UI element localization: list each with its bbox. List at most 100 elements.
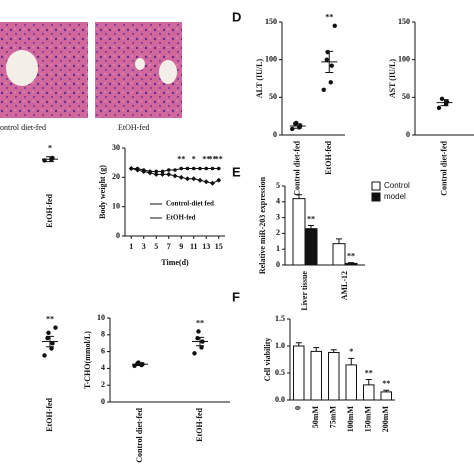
y-tick-label: 4 [101, 363, 105, 372]
data-point [42, 353, 47, 358]
marker [160, 171, 165, 177]
image-label: ontrol diet-fed [0, 123, 46, 132]
y-tick-label: 100 [265, 54, 277, 63]
error-bar [296, 194, 302, 199]
x-tick-label: 100mM [346, 406, 355, 433]
legend-label: Control [384, 181, 410, 190]
x-tick-label: 0 [294, 406, 303, 410]
bar [328, 351, 340, 401]
y-tick-label: 0.5 [275, 368, 285, 377]
y-tick-label: 50 [402, 92, 410, 101]
data-point [49, 346, 54, 351]
y-axis-label: Relative miR-203 expression [258, 176, 267, 274]
panel-label: D [232, 9, 241, 24]
significance: ** [325, 13, 333, 22]
significance: ** [177, 154, 185, 163]
y-axis-label: Body weight (g) [98, 165, 107, 219]
x-tick-label: EtOH-fed [324, 140, 333, 174]
marker [216, 177, 222, 183]
bar [363, 384, 375, 401]
data-point [329, 63, 334, 68]
x-tick-label: 5 [154, 242, 158, 251]
y-tick-label: 100 [398, 54, 410, 63]
y-axis-label: ALT (IU/L) [255, 58, 264, 98]
marker [173, 168, 177, 172]
y-tick-label: 0 [276, 260, 280, 269]
x-tick-label: EtOH-fed [45, 193, 54, 227]
significance: ** [46, 314, 54, 323]
x-tick-label: EtOH-fed [195, 407, 204, 441]
significance: ** [382, 379, 390, 388]
error-bar [383, 389, 390, 392]
marker [135, 167, 140, 173]
marker [197, 177, 203, 183]
data-point [332, 23, 337, 28]
legend-swatch [371, 181, 381, 191]
significance: ** [209, 154, 217, 163]
data-point [321, 87, 326, 93]
error-bar [313, 347, 320, 352]
significance: * [192, 154, 196, 163]
data-point [444, 99, 450, 105]
y-tick-label: 20 [112, 172, 120, 181]
bar [345, 364, 357, 401]
bar [304, 228, 318, 266]
error-bar [325, 50, 334, 73]
x-tick-label: 9 [179, 242, 183, 251]
marker [147, 170, 153, 176]
y-tick-label: 1.0 [275, 341, 285, 350]
data-point [199, 345, 204, 350]
error-bar [330, 349, 337, 353]
error-bar [46, 335, 54, 348]
bar [292, 198, 306, 266]
error-bar [196, 336, 204, 347]
data-point [45, 335, 50, 341]
marker [204, 166, 209, 171]
data-point [436, 105, 442, 111]
marker [216, 166, 221, 171]
marker [172, 173, 178, 179]
marker [178, 174, 184, 180]
error-bar [365, 378, 372, 385]
data-point [328, 80, 333, 85]
data-point [324, 57, 329, 62]
significance: * [48, 144, 52, 153]
y-tick-label: 2 [276, 228, 280, 237]
data-point [290, 126, 295, 132]
error-bar [440, 99, 449, 107]
significance: ** [215, 154, 223, 163]
marker [203, 179, 209, 185]
x-tick-label: 200mM [381, 406, 390, 433]
marker [128, 166, 134, 172]
marker [154, 169, 159, 174]
y-axis-label: AST (IU/L) [388, 59, 397, 99]
y-tick-label: 8 [101, 330, 105, 339]
vessel [159, 60, 177, 84]
marker [198, 166, 202, 171]
y-tick-label: 3 [276, 212, 280, 221]
marker [153, 171, 159, 177]
legend-label: Control-diet fed [166, 200, 214, 208]
panel-label: E [232, 164, 241, 179]
legend-label: EtOH-fed [166, 214, 196, 222]
y-tick-label: 0 [406, 130, 410, 139]
error-bar [293, 123, 302, 129]
y-tick-label: 6 [101, 346, 105, 355]
x-tick-label: 11 [190, 242, 198, 251]
marker [191, 166, 196, 171]
y-tick-label: 1 [276, 244, 280, 253]
y-tick-label: 1.5 [275, 314, 285, 323]
marker [191, 176, 197, 182]
y-tick-label: 0 [116, 231, 120, 240]
y-tick-label: 2 [101, 380, 105, 389]
x-tick-label: 13 [202, 242, 210, 251]
vessel [135, 58, 145, 70]
data-point [439, 96, 445, 102]
y-axis-label: T-CHO(mmol/L) [83, 331, 92, 389]
marker [166, 168, 171, 172]
bar [293, 345, 305, 401]
bar [332, 243, 346, 266]
y-tick-label: 0 [273, 130, 277, 139]
y-tick-label: 10 [97, 313, 105, 322]
